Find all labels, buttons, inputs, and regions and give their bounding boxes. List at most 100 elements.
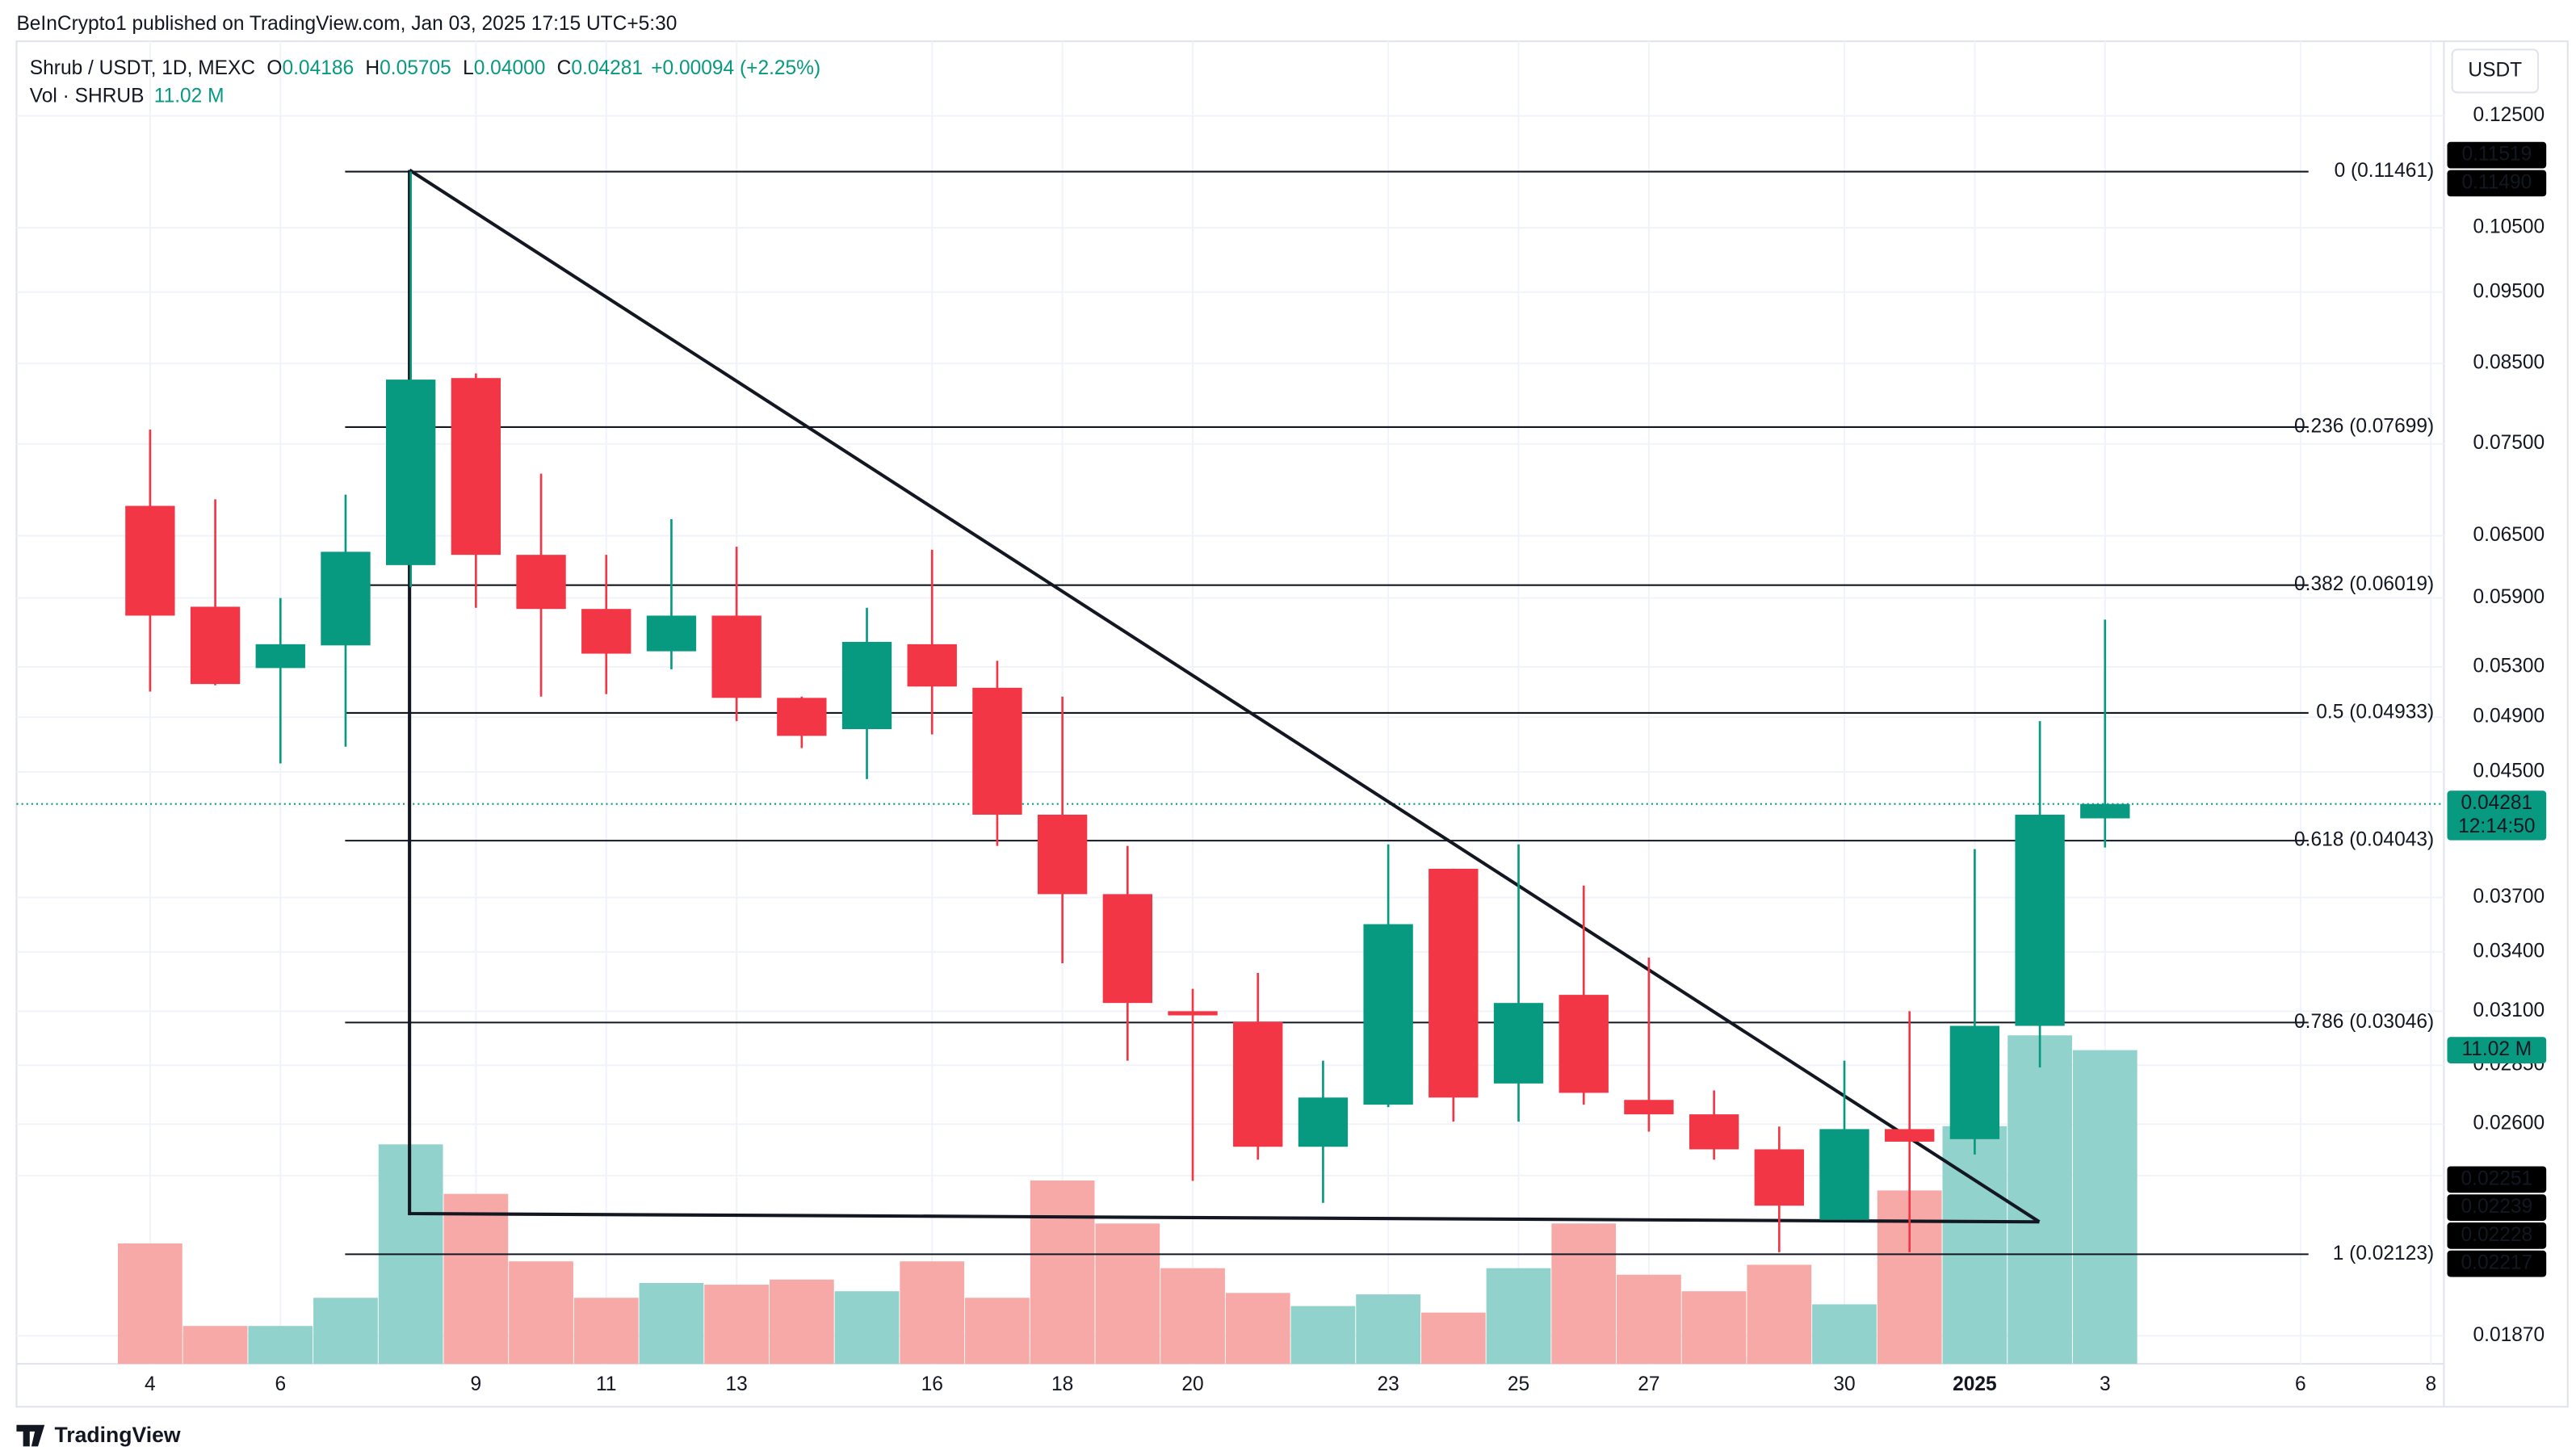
volume-value: 11.02 M	[154, 86, 224, 107]
volume-legend: Vol · SHRUB 11.02 M	[30, 86, 224, 107]
ohlc-value: 0.05705	[380, 57, 451, 79]
y-tick-label: 0.02600	[2473, 1113, 2545, 1134]
price-label: 0.02239	[2461, 1196, 2533, 1218]
y-tick-label: 0.03100	[2473, 1000, 2545, 1021]
candle-body	[646, 615, 697, 652]
trend-line	[409, 168, 2041, 1223]
candle-body	[321, 551, 371, 646]
x-tick-label: 9	[471, 1373, 482, 1395]
candle-body	[1885, 1129, 1935, 1142]
y-tick-label: 0.07500	[2473, 432, 2545, 454]
candle-body	[1689, 1114, 1739, 1150]
volume-bar	[1290, 1306, 1356, 1365]
ohlc-key: C	[557, 57, 572, 79]
fib-label: 0.618 (0.04043)	[2294, 829, 2434, 851]
price-label-box	[2447, 1166, 2547, 1193]
volume-bar	[704, 1285, 770, 1365]
ohlc-key: H	[365, 57, 380, 79]
volume-bar	[1942, 1126, 2008, 1365]
volume-bar	[183, 1326, 248, 1365]
volume-bar	[965, 1298, 1030, 1365]
symbol-legend: Shrub / USDT, 1D, MEXC O0.04186 H0.05705 L0…	[30, 57, 820, 79]
volume-bar	[1747, 1264, 1812, 1365]
candle-body	[1754, 1149, 1804, 1206]
price-label: 0.02217	[2461, 1252, 2533, 1274]
axis-layer: 0.12500 0.10500 0.09500 0.08500 0.07500 0.065…	[145, 104, 2547, 1395]
brand-logo	[16, 1424, 45, 1447]
currency[interactable]: USDT	[2468, 59, 2522, 81]
x-tick-label: 6	[2295, 1373, 2306, 1395]
price-label: 0.11519	[2461, 144, 2532, 166]
volume-bar	[248, 1326, 313, 1365]
volume-name: Vol · SHRUB	[30, 86, 145, 107]
y-tick-label: 0.01870	[2473, 1324, 2545, 1346]
volume-bar	[1356, 1294, 1420, 1365]
x-tick-label: 30	[1833, 1373, 1855, 1395]
volume-bar	[2072, 1050, 2138, 1365]
change: +0.00094 (+2.25%)	[651, 57, 820, 79]
x-tick-label: 2025	[1953, 1373, 1997, 1395]
last-price-label: 0.04281	[2461, 792, 2533, 814]
ohlc-value: 0.04186	[282, 57, 354, 79]
y-tick-label: 0.08500	[2473, 352, 2545, 374]
brand-name: TradingView	[54, 1423, 180, 1447]
candle-body	[972, 687, 1022, 815]
x-tick-label: 25	[1508, 1373, 1529, 1395]
ohlc-key: O	[266, 57, 282, 79]
volume-label-box	[2447, 1037, 2547, 1063]
chart-frame	[15, 40, 2569, 1408]
fib-label: 0.236 (0.07699)	[2294, 415, 2434, 437]
x-tick-label: 13	[726, 1373, 748, 1395]
ohlc-value: 0.04000	[474, 57, 546, 79]
volume-bar	[509, 1261, 573, 1365]
fib-label: 0 (0.11461)	[2335, 160, 2435, 182]
publisher: BeInCrypto1 published on TradingView.com…	[16, 13, 677, 35]
candle-body	[2015, 814, 2065, 1026]
y-tick-label: 0.03700	[2473, 886, 2545, 908]
candle-body	[190, 606, 241, 685]
x-tick-label: 11	[596, 1373, 616, 1395]
candle-body	[1819, 1129, 1869, 1220]
volume-bar	[443, 1193, 509, 1365]
candle-body	[451, 378, 501, 556]
candle-body	[385, 379, 436, 565]
volume-bar	[1225, 1293, 1290, 1365]
volume-bar	[573, 1298, 639, 1365]
volume-bar	[769, 1279, 834, 1365]
volume-bar	[1030, 1180, 1095, 1365]
currency-button[interactable]	[2451, 48, 2539, 94]
volume-bar	[834, 1291, 900, 1365]
price-label-box	[2447, 1222, 2547, 1249]
price-label-box	[2447, 1194, 2547, 1221]
candle-body	[1624, 1100, 1674, 1115]
symbol: Shrub / USDT, 1D, MEXC	[30, 57, 255, 79]
x-tick-label: 20	[1181, 1373, 1203, 1395]
volume-bar	[313, 1298, 378, 1365]
candle-body	[1102, 894, 1153, 1004]
ohlc-key: L	[463, 57, 474, 79]
candle-body	[1559, 995, 1609, 1093]
volume-bar	[1420, 1312, 1486, 1365]
price-label-box	[2447, 170, 2547, 197]
volume-bar	[1617, 1274, 1681, 1365]
y-tick-label: 0.06500	[2473, 524, 2545, 546]
fib-label: 1 (0.02123)	[2333, 1243, 2434, 1264]
price-label-box	[2447, 141, 2547, 169]
x-tick-label: 4	[145, 1373, 156, 1395]
volume-label: 11.02 M	[2461, 1038, 2532, 1060]
volume-bar	[1095, 1223, 1160, 1365]
price-label: 0.02228	[2461, 1224, 2533, 1246]
volume-bar	[1486, 1268, 1551, 1365]
volume-bar	[639, 1282, 704, 1365]
candle-body	[2080, 803, 2130, 819]
ohlc-value: 0.04281	[571, 57, 643, 79]
volume-bar	[1812, 1304, 1877, 1365]
candle-body	[1233, 1021, 1283, 1147]
volume-bar	[2008, 1035, 2072, 1365]
x-tick-label: 8	[2425, 1373, 2436, 1395]
candle-body	[581, 609, 631, 654]
candle-body	[711, 615, 761, 698]
volume-bar	[1681, 1291, 1747, 1365]
y-tick-label: 0.09500	[2473, 280, 2545, 302]
